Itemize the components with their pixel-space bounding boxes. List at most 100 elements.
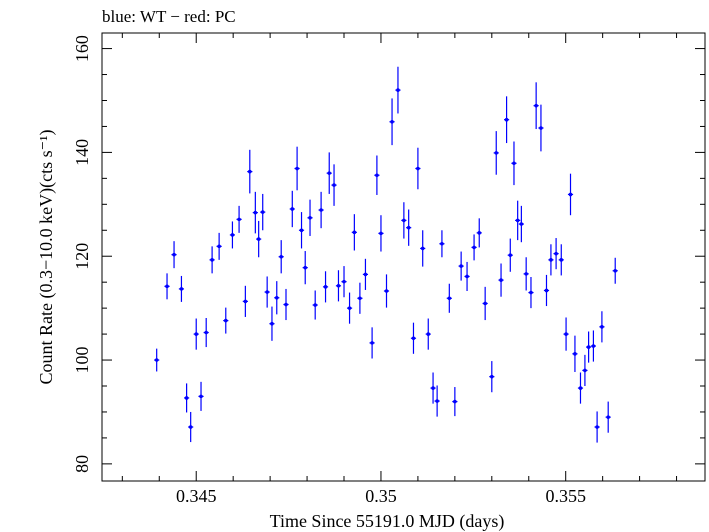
data-point — [605, 401, 611, 433]
data-point — [274, 281, 280, 315]
data-point — [567, 173, 574, 216]
data-point — [269, 306, 275, 341]
data-point — [430, 372, 436, 404]
data-point — [548, 244, 554, 276]
data-point — [331, 164, 337, 206]
data-point — [203, 317, 209, 348]
x-axis-label: Time Since 55191.0 MJD (days) — [270, 511, 505, 532]
data-point — [294, 146, 300, 191]
data-point — [369, 327, 375, 359]
data-point — [216, 232, 222, 260]
data-point — [318, 191, 324, 229]
data-point — [507, 238, 513, 272]
data-point — [415, 147, 421, 190]
data-point — [464, 261, 470, 292]
data-point — [256, 220, 262, 258]
data-point — [198, 381, 204, 411]
data-point — [493, 131, 499, 175]
data-points — [154, 66, 618, 443]
data-point — [612, 257, 618, 284]
data-point — [278, 240, 284, 274]
data-point — [511, 141, 517, 186]
data-point — [335, 270, 342, 302]
data-point — [410, 322, 417, 354]
data-point — [425, 318, 431, 350]
data-point — [528, 276, 534, 309]
data-point — [346, 292, 353, 324]
x-tick-label: 0.345 — [176, 486, 217, 506]
data-point — [452, 387, 458, 417]
data-point — [283, 288, 289, 321]
data-point — [229, 221, 236, 249]
data-point — [476, 218, 482, 248]
x-tick-label: 0.35 — [365, 486, 397, 506]
chart-title: blue: WT − red: PC — [102, 7, 236, 26]
data-point — [193, 318, 199, 350]
data-point — [184, 383, 190, 413]
data-point — [518, 205, 524, 243]
data-point — [164, 273, 170, 300]
data-point — [572, 335, 578, 372]
data-point — [341, 266, 347, 298]
data-point — [302, 251, 308, 285]
data-point — [563, 317, 569, 351]
data-point — [439, 230, 445, 258]
data-point — [298, 212, 305, 249]
data-point — [523, 257, 529, 291]
data-point — [322, 271, 329, 303]
data-point — [178, 275, 185, 302]
data-point — [362, 258, 369, 290]
data-point — [458, 251, 464, 281]
data-point — [594, 411, 600, 443]
data-point — [312, 290, 318, 320]
data-point — [577, 372, 584, 404]
data-point — [533, 82, 539, 130]
x-tick-label: 0.355 — [545, 486, 586, 506]
data-point — [264, 276, 270, 308]
axis-ticks — [102, 33, 705, 481]
data-point — [357, 282, 363, 314]
data-point — [401, 202, 407, 239]
data-point — [586, 331, 592, 363]
data-point — [209, 246, 215, 274]
data-point — [247, 149, 253, 194]
data-point — [434, 385, 440, 417]
data-point — [543, 274, 550, 307]
data-point — [188, 411, 194, 443]
data-point — [489, 361, 495, 393]
data-point — [538, 104, 544, 152]
data-point — [420, 230, 426, 267]
data-point — [482, 286, 488, 321]
y-tick-label: 100 — [72, 347, 92, 374]
data-point — [223, 307, 229, 334]
data-point — [558, 244, 564, 276]
data-point — [378, 215, 384, 252]
data-point — [590, 330, 597, 362]
data-point — [471, 234, 477, 261]
data-point — [252, 191, 258, 234]
data-point — [582, 354, 588, 387]
y-tick-label: 120 — [72, 243, 92, 270]
data-point — [389, 98, 395, 146]
y-tick-label: 160 — [72, 35, 92, 62]
data-point — [599, 311, 605, 343]
data-point — [446, 283, 452, 313]
data-point — [515, 200, 521, 241]
tick-labels: 0.345 0.35 0.355 80 100 120 140 160 — [72, 35, 586, 506]
data-point — [351, 214, 357, 251]
data-point — [171, 241, 177, 269]
data-point — [260, 193, 266, 231]
y-axis-label: Count Rate (0.3−10.0 keV)(cts s⁻¹) — [36, 129, 57, 384]
y-tick-label: 80 — [72, 455, 92, 473]
data-point — [504, 96, 510, 144]
plot-frame — [101, 32, 706, 482]
data-point — [242, 285, 248, 317]
data-point — [374, 155, 380, 195]
data-point — [326, 152, 332, 194]
data-point — [307, 199, 313, 236]
y-tick-label: 140 — [72, 139, 92, 166]
data-point — [383, 274, 390, 308]
data-point — [498, 263, 504, 297]
